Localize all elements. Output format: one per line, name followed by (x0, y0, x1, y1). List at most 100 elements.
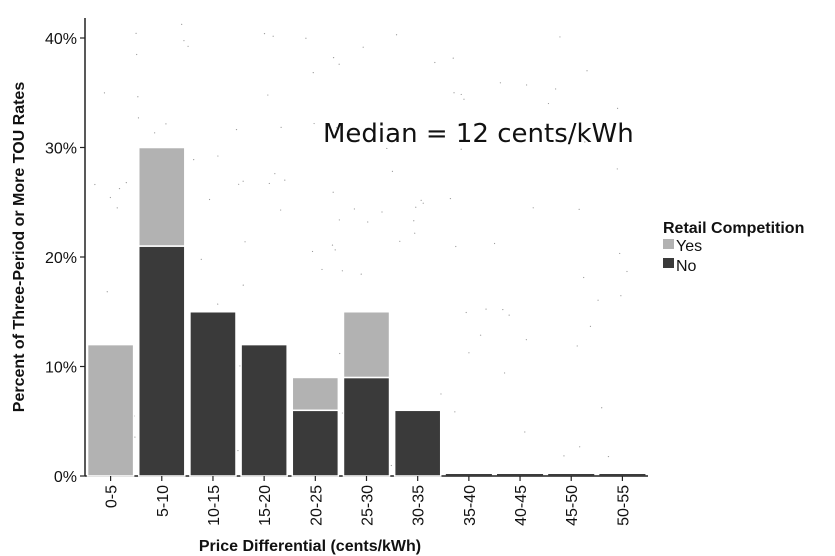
background-speck (137, 117, 140, 119)
background-speck (332, 57, 335, 59)
background-speck (154, 132, 156, 134)
background-speck (453, 92, 455, 94)
background-speck (616, 168, 618, 170)
background-speck (583, 276, 585, 279)
background-speck (263, 33, 266, 35)
background-speck (463, 98, 465, 100)
bar-segment-no (342, 376, 391, 477)
background-speck (415, 206, 417, 208)
background-speck (106, 291, 108, 293)
background-speck (386, 147, 388, 150)
y-tick-label: 20% (45, 250, 77, 267)
background-speck (335, 127, 338, 129)
background-speck (420, 199, 422, 201)
background-speck (454, 411, 456, 413)
background-speck (434, 61, 436, 64)
background-speck (103, 92, 106, 94)
x-tick-label: 40-45 (513, 485, 530, 526)
background-speck (365, 128, 367, 130)
background-speck (338, 219, 340, 221)
x-tick-label: 5-10 (155, 485, 172, 517)
background-speck (479, 334, 482, 336)
background-speck (136, 53, 138, 56)
background-speck (193, 158, 195, 161)
legend-title: Retail Competition (663, 220, 804, 237)
bar-segment-no (393, 409, 442, 477)
background-speck (616, 107, 619, 109)
background-speck (460, 148, 462, 150)
x-tick-label: 35-40 (462, 485, 479, 526)
background-speck (620, 295, 622, 297)
x-tick-label: 15-20 (257, 485, 274, 526)
background-speck (217, 155, 219, 157)
bar-segment-empty (548, 474, 595, 476)
background-speck (280, 209, 282, 211)
legend-label-yes: Yes (676, 238, 702, 255)
background-speck (187, 45, 189, 47)
background-speck (341, 412, 343, 414)
background-speck (399, 240, 401, 242)
x-tick-label: 50-55 (615, 485, 632, 526)
legend: Retail Competition Yes No (663, 220, 804, 275)
background-speck (555, 88, 557, 90)
bar-segment-empty (599, 474, 646, 476)
x-tick-label: 25-30 (360, 485, 377, 526)
background-speck (503, 372, 506, 374)
background-speck (341, 270, 343, 272)
background-speck (217, 303, 219, 305)
legend-swatch-yes (663, 239, 674, 249)
background-speck (601, 407, 603, 409)
x-ticks: 0-5 5-10 10-15 15-20 20-25 25-30 30-35 35-40 40-… (104, 476, 632, 526)
background-speck (305, 37, 307, 39)
background-speck (440, 393, 442, 395)
background-speck (332, 191, 334, 193)
bar-segment-yes (137, 146, 186, 247)
background-speck (381, 211, 383, 213)
background-speck (532, 207, 534, 209)
background-speck (137, 96, 139, 98)
background-speck (508, 314, 510, 316)
background-speck (465, 311, 467, 314)
background-speck (493, 242, 496, 245)
background-speck (422, 202, 424, 204)
background-speck (525, 339, 527, 341)
background-speck (395, 34, 398, 36)
background-speck (502, 308, 504, 311)
background-speck (165, 123, 167, 125)
background-speck (135, 32, 137, 34)
y-axis-label: Percent of Three-Period or More TOU Rate… (11, 82, 28, 413)
background-speck (313, 122, 315, 125)
background-speck (460, 93, 462, 96)
bar-segment-empty (497, 474, 544, 476)
background-speck (367, 221, 369, 223)
background-speck (576, 345, 578, 347)
background-speck (525, 84, 528, 86)
background-speck (338, 63, 340, 65)
background-speck (579, 446, 581, 448)
background-speck (238, 183, 240, 185)
background-speck (268, 182, 270, 185)
background-speck (208, 198, 211, 201)
background-speck (118, 187, 121, 190)
background-speck (468, 352, 470, 354)
background-speck (619, 252, 621, 255)
background-speck (357, 135, 359, 137)
legend-swatch-no (663, 258, 674, 268)
background-speck (94, 183, 96, 186)
background-speck (455, 245, 457, 248)
background-speck (578, 208, 580, 210)
background-speck (109, 196, 111, 199)
background-speck (311, 250, 314, 253)
y-tick-label: 10% (45, 360, 77, 377)
background-speck (183, 40, 185, 42)
background-speck (414, 232, 416, 234)
y-tick-label: 30% (45, 141, 77, 158)
background-speck (312, 72, 314, 74)
x-tick-label: 20-25 (308, 485, 325, 526)
background-speck (242, 180, 244, 182)
bar-segment-no (291, 409, 340, 477)
background-speck (267, 94, 269, 96)
background-speck (563, 455, 565, 457)
background-speck (584, 141, 586, 143)
